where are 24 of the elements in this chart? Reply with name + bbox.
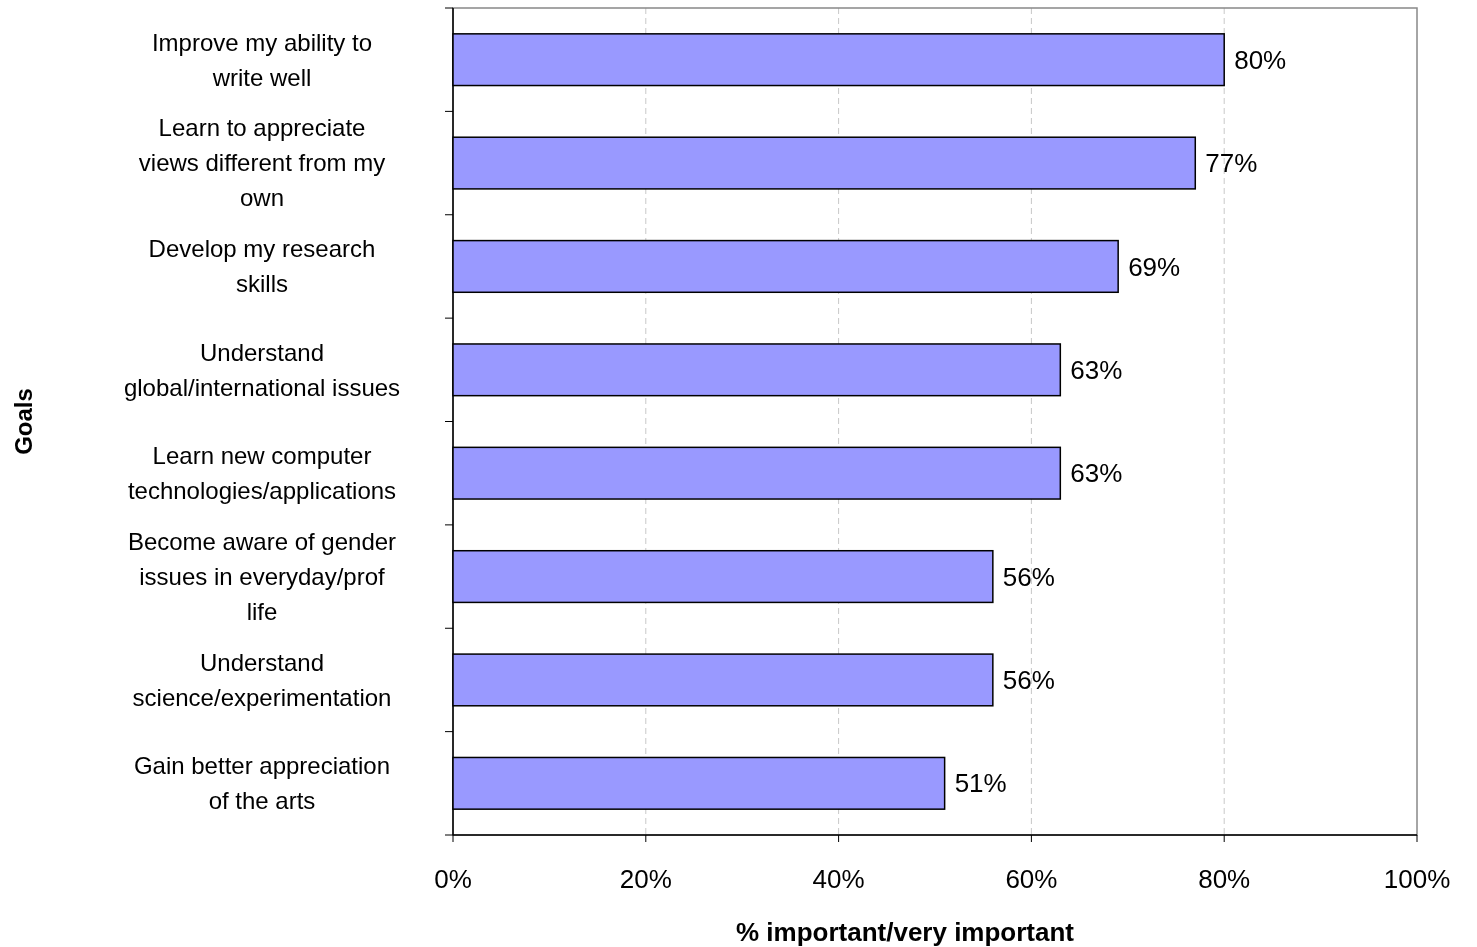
y-tick-label: Develop my research skills <box>148 235 376 298</box>
x-tick-label: 100% <box>1383 864 1451 894</box>
y-tick-label: Learn to appreciate views different from my own <box>138 114 386 212</box>
data-label: 77% <box>1205 148 1258 179</box>
y-tick-label: Gain better appreciation of the arts <box>133 752 391 815</box>
data-label: 80% <box>1234 44 1287 75</box>
y-tick-label: Understand global/international issues <box>123 338 401 401</box>
data-label: 51% <box>954 768 1007 799</box>
y-tick-label: Improve my ability to write well <box>151 28 373 91</box>
y-tick-label: Become aware of gender issues in everyday/prof life <box>127 527 397 625</box>
x-tick-label: 0% <box>434 864 472 894</box>
x-tick-label: 20% <box>619 864 672 894</box>
data-label: 56% <box>1002 561 1055 592</box>
x-tick-label: 60% <box>1005 864 1058 894</box>
data-label: 63% <box>1070 354 1123 385</box>
y-axis-title: Goals <box>10 388 37 455</box>
y-tick-label: Understand science/experimentation <box>132 648 392 711</box>
data-label: 63% <box>1070 458 1123 489</box>
y-tick-label: Learn new computer technologies/applications <box>127 442 397 505</box>
data-label: 56% <box>1002 665 1055 696</box>
x-axis-title: % important/very important <box>735 917 1075 947</box>
x-tick-label: 40% <box>812 864 865 894</box>
x-tick-label: 80% <box>1198 864 1251 894</box>
data-label: 69% <box>1128 251 1181 282</box>
